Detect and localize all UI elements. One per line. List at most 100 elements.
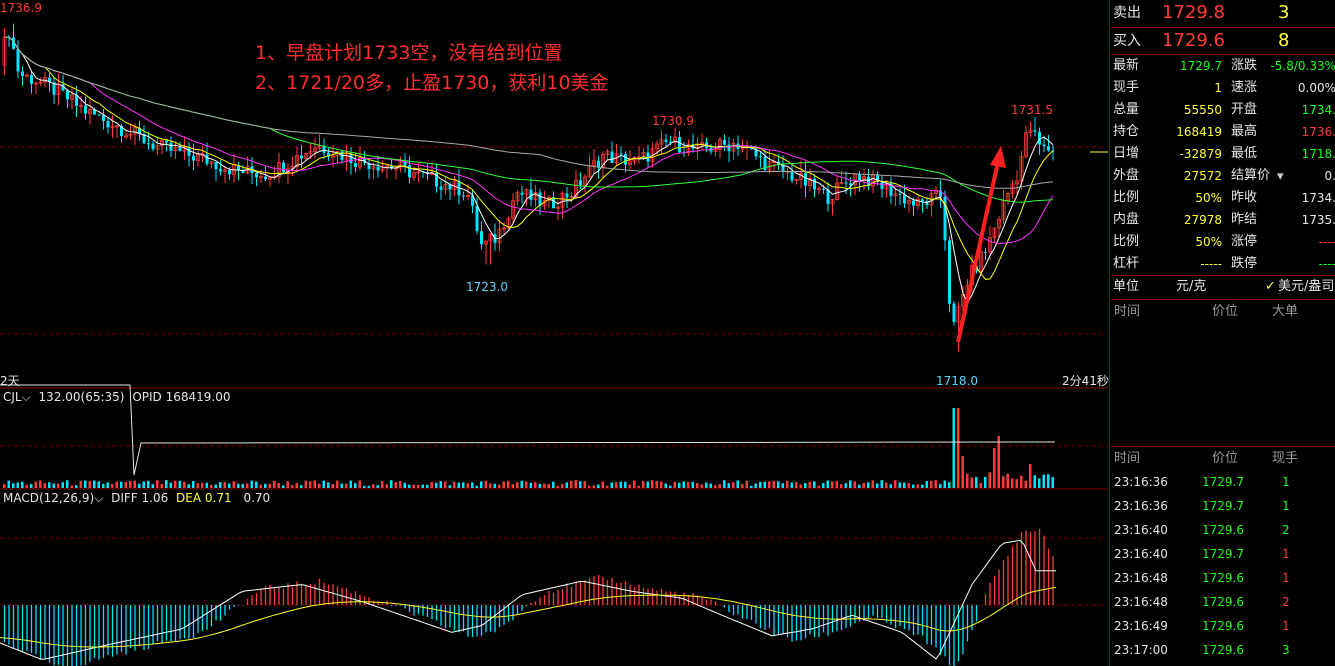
candle-body xyxy=(826,189,830,204)
candle-body xyxy=(480,231,483,245)
volume-indicator-value: 132.00(65:35) xyxy=(38,390,125,404)
big-order-col-price: 价位 xyxy=(1212,304,1239,319)
stat-label: 昨收 xyxy=(1231,190,1258,205)
volume-bar xyxy=(741,484,744,488)
chevron-down-icon[interactable]: ⌵ xyxy=(21,390,31,404)
unit-value[interactable]: 元/克 xyxy=(1176,279,1207,294)
chart-area[interactable]: 1、早盘计划1733空，没有给到位置 2、1721/20多，止盈1730，获利1… xyxy=(0,0,1109,666)
volume-bar xyxy=(246,483,249,488)
candle-body xyxy=(763,156,767,171)
volume-bar xyxy=(174,480,177,488)
volume-bar xyxy=(849,480,852,488)
candle-body xyxy=(376,166,380,171)
volume-bar xyxy=(241,483,244,488)
stat-value: 1734. xyxy=(1301,191,1335,205)
volume-bar xyxy=(462,482,465,488)
stat-value: 0. xyxy=(1324,169,1335,183)
candle-body xyxy=(867,176,870,187)
candle-body xyxy=(1038,131,1041,145)
tick-row[interactable]: 23:16:40 1729.7 1 xyxy=(1110,542,1335,566)
chevron-down-icon[interactable]: ⌵ xyxy=(94,491,104,505)
candle-body xyxy=(988,237,992,253)
candle-body xyxy=(921,199,924,202)
candle-body xyxy=(794,178,799,181)
tick-row[interactable]: 23:16:40 1729.6 2 xyxy=(1110,518,1335,542)
volume-bar xyxy=(147,480,150,488)
volume-bar xyxy=(529,482,532,488)
volume-bar xyxy=(39,480,42,488)
candle-body xyxy=(313,147,317,152)
divider xyxy=(1110,275,1335,276)
tick-time: 23:16:49 xyxy=(1114,619,1168,633)
volume-panel-header[interactable]: CJL⌵ 132.00(65:35) OPID 168419.00 xyxy=(3,390,231,405)
volume-bar xyxy=(804,483,807,488)
volume-bar xyxy=(363,485,366,488)
unit-alt-option[interactable]: 美元/盎司 xyxy=(1278,279,1335,294)
volume-bar xyxy=(390,480,393,488)
volume-bar xyxy=(862,483,865,488)
volume-bar xyxy=(444,481,447,488)
volume-bar xyxy=(417,484,420,488)
volume-bar xyxy=(664,483,667,488)
macd-panel-header[interactable]: MACD(12,26,9)⌵ DIFF 1.06 DEA 0.71 0.70 xyxy=(3,491,270,506)
candle-body xyxy=(295,155,299,167)
period-label: 2天 xyxy=(0,374,20,388)
opid-value: 168419.00 xyxy=(165,390,231,404)
tick-row[interactable]: 23:16:48 1729.6 2 xyxy=(1110,590,1335,614)
opid-label: OPID xyxy=(132,390,162,404)
tick-row[interactable]: 23:16:49 1729.6 1 xyxy=(1110,614,1335,638)
stat-value: 27572 xyxy=(1183,169,1222,183)
unit-row[interactable]: 单位 元/克 ✓ 美元/盎司 xyxy=(1110,276,1335,298)
volume-bar xyxy=(970,477,973,488)
candle-body xyxy=(259,176,263,179)
volume-bar xyxy=(853,481,856,488)
candle-body xyxy=(673,136,677,143)
volume-bar xyxy=(525,481,528,488)
volume-bar xyxy=(588,485,591,488)
volume-bar xyxy=(331,484,334,488)
stat-value: -32879 xyxy=(1179,147,1222,161)
candle-body xyxy=(385,165,389,168)
stat-label: 杠杆 xyxy=(1113,256,1140,271)
buy-price: 1729.6 xyxy=(1162,30,1225,51)
candle-body xyxy=(412,172,416,178)
volume-bar xyxy=(412,484,415,488)
volume-bar xyxy=(754,483,757,488)
checkmark-icon: ✓ xyxy=(1265,279,1276,294)
quote-stat-row: 最新 1729.7 涨跌 -5.8/0.33% xyxy=(1110,55,1335,77)
volume-bar xyxy=(250,480,253,488)
kline-chart-svg[interactable] xyxy=(0,0,1108,666)
stat-label: 总量 xyxy=(1113,102,1140,117)
chevron-down-icon[interactable]: ▾ xyxy=(1277,169,1284,184)
candle-body xyxy=(565,193,569,198)
stat-label: 跌停 xyxy=(1231,256,1258,271)
volume-indicator-name[interactable]: CJL xyxy=(3,390,22,404)
volume-bar xyxy=(66,480,69,488)
tick-row[interactable]: 23:17:00 1729.6 3 xyxy=(1110,638,1335,662)
tick-row[interactable]: 23:16:36 1729.7 1 xyxy=(1110,494,1335,518)
macd-indicator-name[interactable]: MACD(12,26,9) xyxy=(3,491,95,505)
buy-row[interactable]: 买入 1729.6 8 xyxy=(1110,28,1335,54)
volume-bar xyxy=(435,482,438,488)
volume-bar xyxy=(1047,474,1050,488)
tick-row[interactable]: 23:16:48 1729.6 1 xyxy=(1110,566,1335,590)
candle-body xyxy=(560,192,565,208)
volume-bar xyxy=(772,480,775,488)
buy-label: 买入 xyxy=(1113,33,1141,49)
candle-body xyxy=(893,193,898,197)
volume-bar xyxy=(192,480,195,488)
candle-body xyxy=(597,160,600,168)
tick-col-qty: 现手 xyxy=(1272,451,1299,466)
candle-body xyxy=(731,143,736,152)
tick-time: 23:16:48 xyxy=(1114,595,1168,609)
tick-row[interactable]: 23:16:36 1729.7 1 xyxy=(1110,470,1335,494)
volume-bar xyxy=(75,485,78,488)
volume-bar xyxy=(592,485,595,488)
sell-row[interactable]: 卖出 1729.8 3 xyxy=(1110,0,1335,26)
candle-body xyxy=(610,151,614,163)
volume-bar xyxy=(633,480,636,488)
candle-body xyxy=(506,217,511,229)
candle-body xyxy=(471,195,474,206)
volume-bar xyxy=(507,480,510,488)
volume-bar xyxy=(228,483,231,488)
